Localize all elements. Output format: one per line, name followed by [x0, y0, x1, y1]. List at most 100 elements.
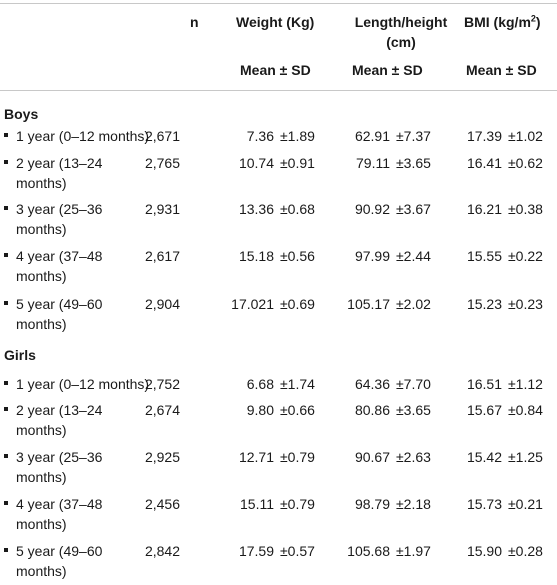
cell-bmi-sd: ±0.38 — [508, 201, 543, 217]
cell-length-mean: 105.68 — [347, 543, 390, 559]
row-label-line1: 3 year (25–36 — [16, 449, 103, 465]
cell-length-mean: 105.17 — [347, 296, 390, 312]
bullet-icon — [4, 301, 8, 306]
cell-weight-mean: 17.021 — [231, 296, 274, 312]
bullet-icon — [4, 501, 8, 506]
cell-weight-mean: 10.74 — [238, 155, 274, 171]
cell-length-sd: ±3.65 — [396, 402, 431, 418]
row-label: 1 year (0–12 months) — [4, 374, 164, 394]
cell-bmi-sd: ±0.28 — [508, 543, 543, 559]
cell-length-sd: ±1.97 — [396, 543, 431, 559]
cell-length-sd: ±3.67 — [396, 201, 431, 217]
cell-length-mean: 97.99 — [354, 248, 390, 264]
cell-weight-mean: 6.68 — [246, 376, 274, 392]
cell-length-mean: 90.92 — [354, 201, 390, 217]
header-length-mean-sd: Mean ± SD — [352, 62, 423, 78]
cell-bmi-mean: 16.51 — [466, 376, 502, 392]
bullet-icon — [4, 381, 8, 386]
cell-bmi-sd: ±0.21 — [508, 496, 543, 512]
cell-length-sd: ±7.70 — [396, 376, 431, 392]
cell-n: 2,456 — [144, 496, 180, 512]
cell-weight-sd: ±0.56 — [280, 248, 315, 264]
cell-n: 2,617 — [144, 248, 180, 264]
row-label-line1: 4 year (37–48 — [16, 496, 103, 512]
row-label-line2: months) — [16, 469, 67, 485]
header-bmi-suffix: ) — [535, 14, 541, 30]
cell-weight-sd: ±0.68 — [280, 201, 315, 217]
row-label-line2: months) — [16, 563, 67, 579]
cell-weight-sd: ±1.74 — [280, 376, 315, 392]
cell-n: 2,765 — [144, 155, 180, 171]
row-label-line2: months) — [16, 221, 67, 237]
header-bottom-rule — [0, 90, 557, 91]
cell-weight-mean: 7.36 — [246, 128, 274, 144]
cell-length-mean: 90.67 — [354, 449, 390, 465]
cell-bmi-mean: 15.42 — [466, 449, 502, 465]
row-label: 5 year (49–60 months) — [4, 294, 164, 334]
cell-n: 2,925 — [144, 449, 180, 465]
row-label: 3 year (25–36 months) — [4, 447, 164, 487]
bullet-icon — [4, 454, 8, 459]
row-label-line1: 4 year (37–48 — [16, 248, 103, 264]
row-label-line1: 3 year (25–36 — [16, 201, 103, 217]
row-label: 5 year (49–60 months) — [4, 541, 164, 581]
cell-bmi-sd: ±0.22 — [508, 248, 543, 264]
cell-bmi-sd: ±1.25 — [508, 449, 543, 465]
header-weight-mean-sd: Mean ± SD — [240, 62, 311, 78]
row-label: 4 year (37–48 months) — [4, 246, 164, 286]
header-bmi-mean-sd: Mean ± SD — [466, 62, 537, 78]
row-label: 2 year (13–24 months) — [4, 400, 164, 440]
group-title-1: Girls — [4, 347, 36, 363]
header-bmi: BMI (kg/m2) — [464, 12, 541, 32]
row-label: 3 year (25–36 months) — [4, 199, 164, 239]
row-label: 2 year (13–24 months) — [4, 153, 164, 193]
cell-bmi-mean: 15.23 — [466, 296, 502, 312]
cell-weight-mean: 17.59 — [238, 543, 274, 559]
header-bmi-sup: 2 — [530, 13, 536, 24]
cell-bmi-mean: 17.39 — [466, 128, 502, 144]
cell-n: 2,842 — [144, 543, 180, 559]
bullet-icon — [4, 253, 8, 258]
header-n: n — [190, 14, 199, 30]
cell-bmi-mean: 15.55 — [466, 248, 502, 264]
cell-bmi-sd: ±1.02 — [508, 128, 543, 144]
cell-length-sd: ±2.18 — [396, 496, 431, 512]
cell-length-sd: ±3.65 — [396, 155, 431, 171]
group-title-0: Boys — [4, 106, 39, 122]
row-label-line1: 5 year (49–60 — [16, 296, 103, 312]
cell-n: 2,674 — [144, 402, 180, 418]
row-label-line1: 1 year (0–12 months) — [16, 376, 150, 392]
cell-weight-mean: 15.18 — [238, 248, 274, 264]
bullet-icon — [4, 133, 8, 138]
header-length-line2: (cm) — [386, 34, 416, 50]
cell-length-sd: ±2.44 — [396, 248, 431, 264]
row-label: 4 year (37–48 months) — [4, 494, 164, 534]
cell-n: 2,931 — [144, 201, 180, 217]
cell-n: 2,752 — [144, 376, 180, 392]
cell-length-sd: ±2.63 — [396, 449, 431, 465]
cell-n: 2,904 — [144, 296, 180, 312]
cell-bmi-mean: 15.73 — [466, 496, 502, 512]
cell-bmi-mean: 16.41 — [466, 155, 502, 171]
cell-weight-mean: 12.71 — [238, 449, 274, 465]
row-label-line2: months) — [16, 316, 67, 332]
row-label-line1: 2 year (13–24 — [16, 402, 103, 418]
cell-bmi-sd: ±0.62 — [508, 155, 543, 171]
cell-weight-sd: ±0.69 — [280, 296, 315, 312]
cell-bmi-mean: 15.67 — [466, 402, 502, 418]
header-bmi-prefix: BMI (kg/m — [464, 14, 531, 30]
cell-weight-sd: ±0.79 — [280, 449, 315, 465]
cell-length-mean: 98.79 — [354, 496, 390, 512]
header-weight: Weight (Kg) — [236, 14, 315, 30]
cell-length-mean: 64.36 — [354, 376, 390, 392]
cell-weight-sd: ±0.57 — [280, 543, 315, 559]
row-label: 1 year (0–12 months) — [4, 126, 164, 146]
row-label-line1: 1 year (0–12 months) — [16, 128, 150, 144]
cell-weight-sd: ±1.89 — [280, 128, 315, 144]
header-length: Length/height (cm) — [346, 12, 456, 52]
row-label-line2: months) — [16, 422, 67, 438]
row-label-line1: 5 year (49–60 — [16, 543, 103, 559]
cell-length-sd: ±7.37 — [396, 128, 431, 144]
row-label-line2: months) — [16, 175, 67, 191]
